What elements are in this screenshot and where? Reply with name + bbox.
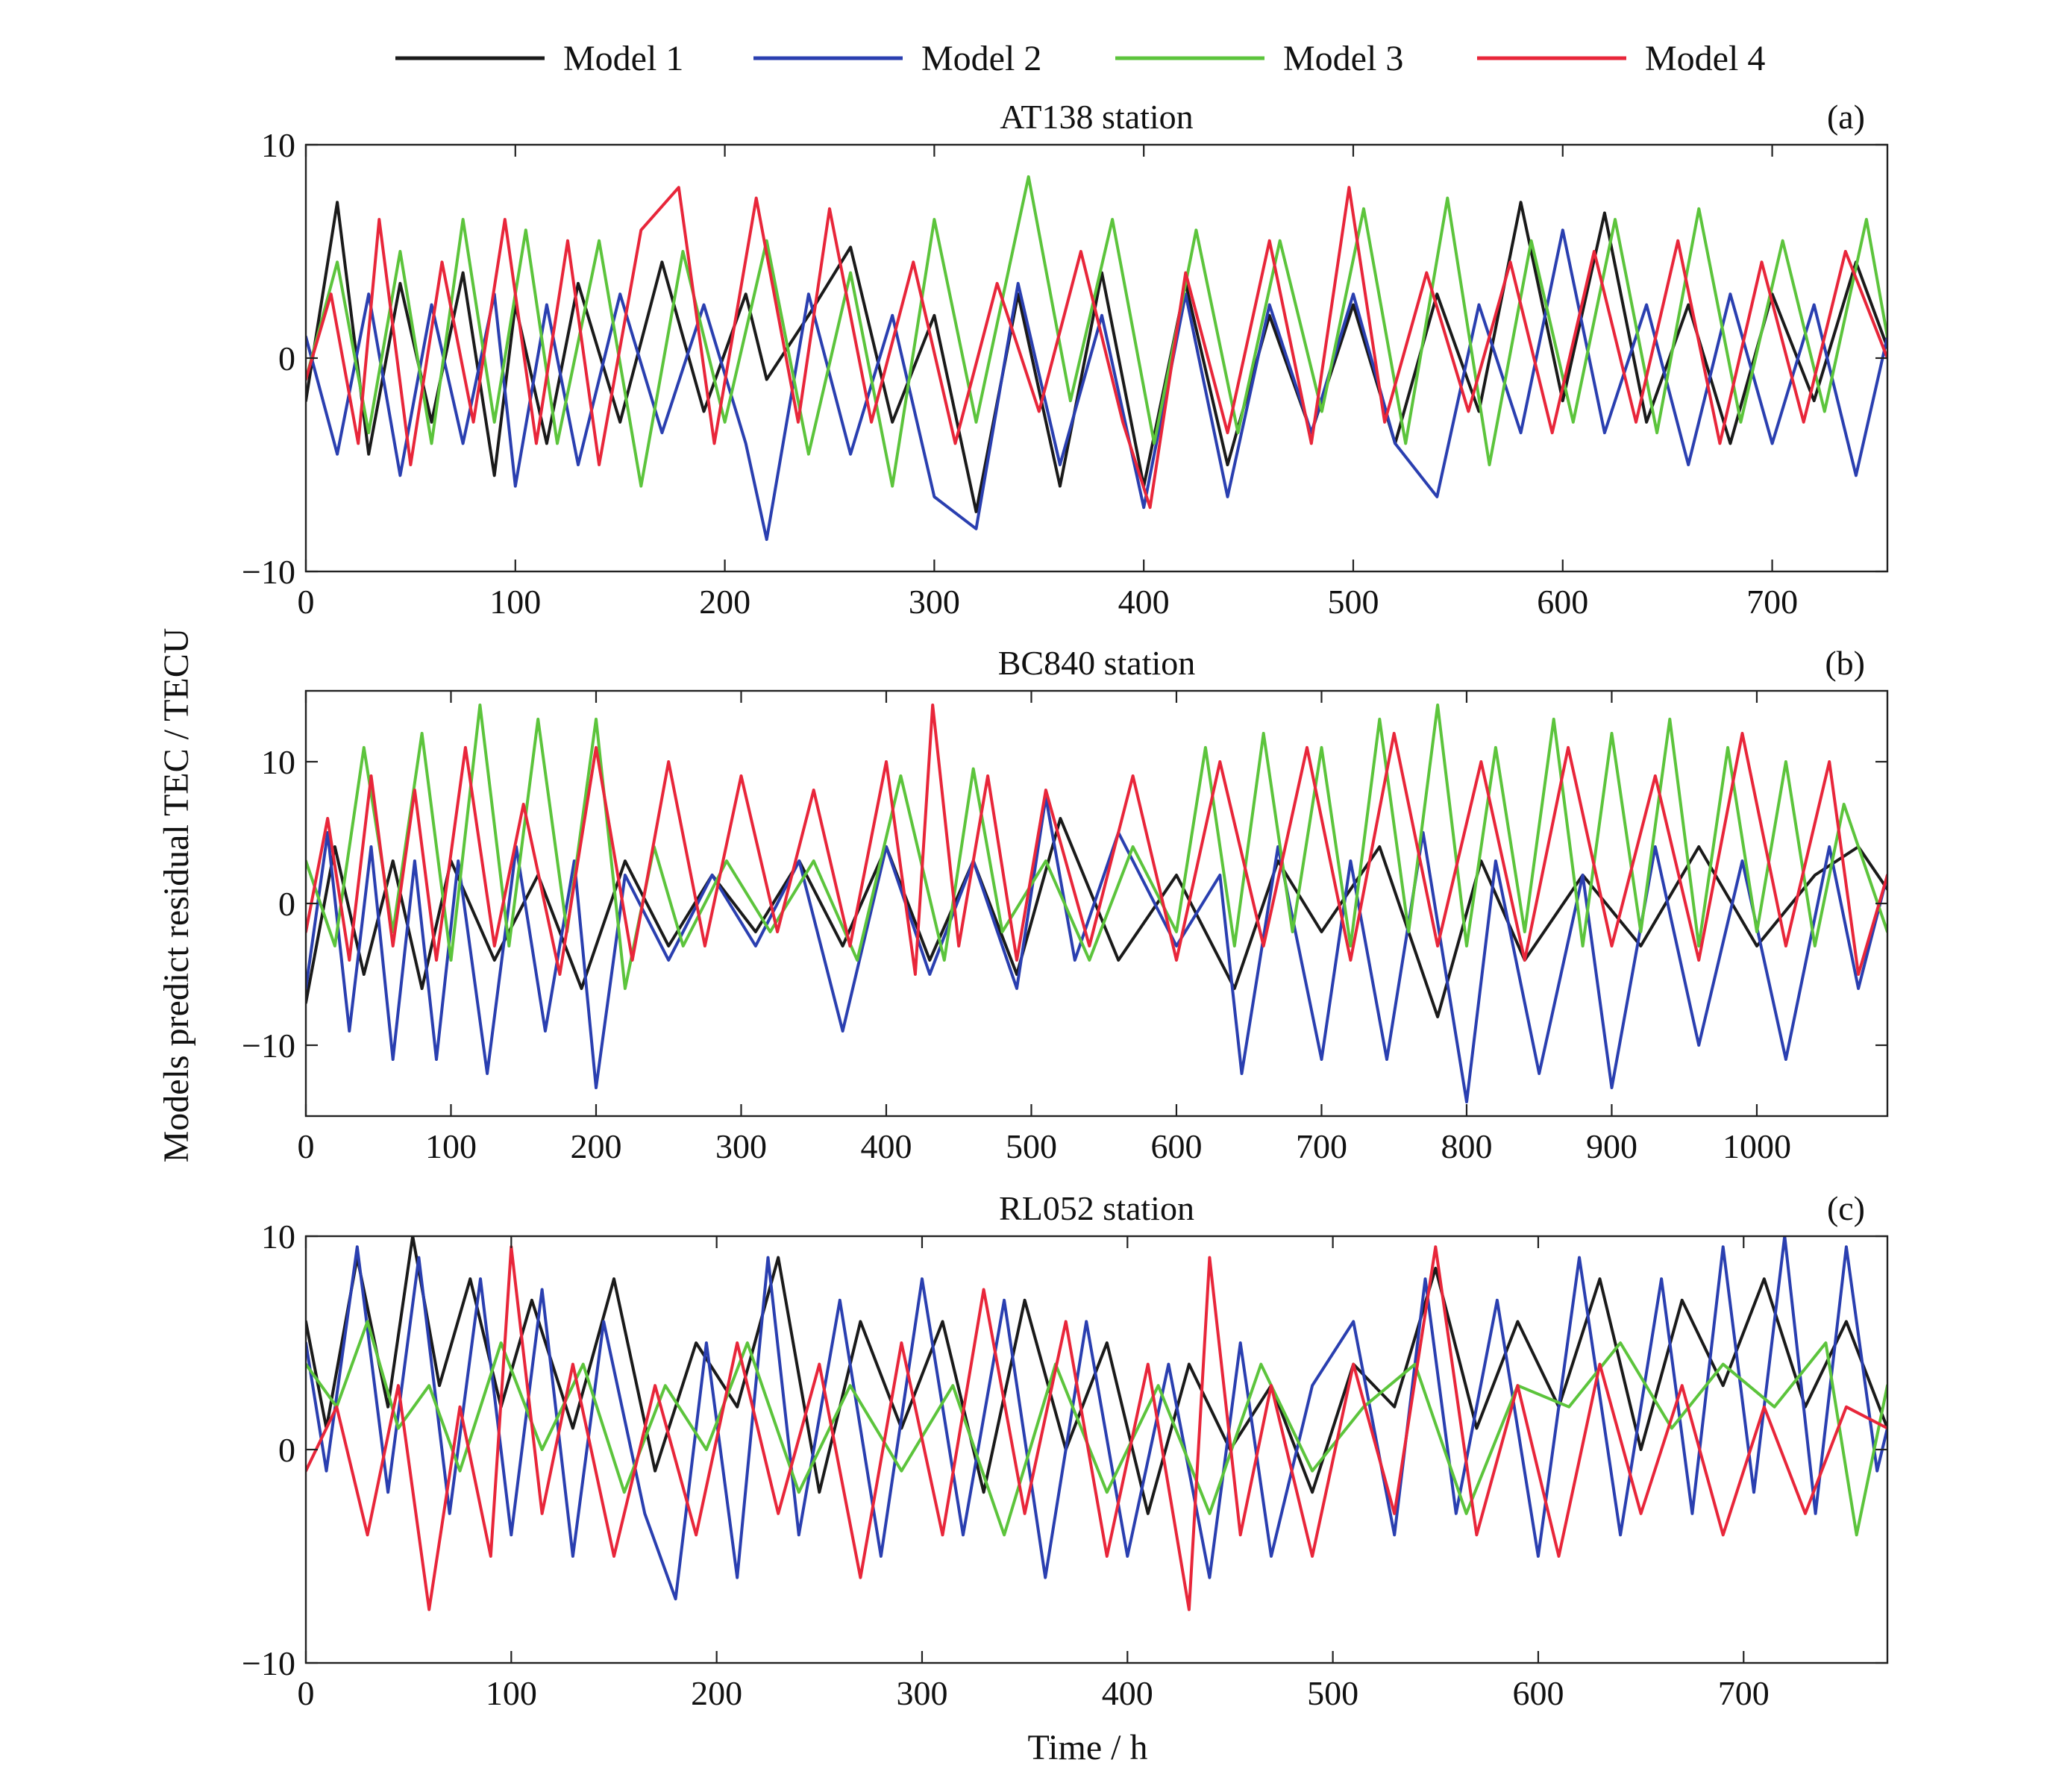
x-tick-label: 0: [298, 583, 315, 621]
x-tick-label: 600: [1512, 1674, 1564, 1712]
legend-item: Model 2: [753, 39, 1041, 78]
y-axis-label: Models predict residual TEC / TECU: [157, 628, 196, 1163]
y-tick-label: 0: [278, 885, 295, 923]
x-tick-label: 200: [570, 1127, 621, 1165]
legend-label: Model 1: [563, 39, 683, 78]
legend-item: Model 1: [395, 39, 683, 78]
x-tick-label: 1000: [1723, 1127, 1791, 1165]
legend-label: Model 3: [1283, 39, 1403, 78]
x-tick-label: 0: [298, 1127, 315, 1165]
x-tick-label: 700: [1718, 1674, 1770, 1712]
x-tick-label: 600: [1150, 1127, 1202, 1165]
panel-label: (a): [1827, 98, 1865, 136]
x-tick-label: 400: [860, 1127, 912, 1165]
x-tick-label: 800: [1441, 1127, 1492, 1165]
chart-panel: 0 100 200 300 400 500 600 700 800 900 1000 −10 0 10 BC…: [242, 644, 1889, 1165]
x-tick-label: 300: [715, 1127, 767, 1165]
y-tick-label: 10: [261, 743, 295, 781]
panel-label: (b): [1825, 644, 1865, 682]
x-tick-label: 100: [425, 1127, 477, 1165]
legend-item: Model 4: [1477, 39, 1765, 78]
x-tick-label: 400: [1118, 583, 1170, 621]
x-tick-label: 700: [1296, 1127, 1347, 1165]
y-tick-label: 0: [278, 339, 295, 377]
x-tick-label: 100: [489, 583, 541, 621]
series-line-model-4: [306, 704, 1887, 976]
x-tick-label: 500: [1307, 1674, 1358, 1712]
y-tick-label: 10: [261, 1218, 295, 1256]
x-tick-label: 300: [909, 583, 960, 621]
y-tick-label: 10: [261, 126, 295, 164]
panel-title: BC840 station: [998, 644, 1196, 682]
x-tick-label: 500: [1327, 583, 1379, 621]
legend-label: Model 2: [921, 39, 1041, 78]
panel-title: AT138 station: [1000, 98, 1193, 136]
y-tick-label: −10: [242, 553, 295, 591]
x-tick-label: 400: [1102, 1674, 1153, 1712]
series-group: [306, 704, 1887, 1103]
y-tick-label: −10: [242, 1644, 295, 1682]
x-tick-label: 700: [1746, 583, 1798, 621]
x-tick-label: 600: [1537, 583, 1588, 621]
series-line-model-1: [306, 201, 1887, 513]
series-line-model-2: [306, 1236, 1887, 1601]
series-group: [306, 1236, 1887, 1611]
series-line-model-2: [306, 228, 1887, 542]
series-line-model-3: [306, 1320, 1887, 1537]
y-tick-label: 0: [278, 1431, 295, 1469]
x-tick-label: 300: [896, 1674, 947, 1712]
x-tick-label: 100: [486, 1674, 537, 1712]
series-group: [306, 175, 1887, 542]
series-line-model-2: [306, 795, 1887, 1103]
legend-label: Model 4: [1645, 39, 1765, 78]
series-line-model-1: [306, 1236, 1887, 1515]
x-tick-label: 900: [1586, 1127, 1637, 1165]
panel-label: (c): [1827, 1189, 1865, 1227]
y-tick-label: −10: [242, 1027, 295, 1065]
x-tick-label: 200: [691, 1674, 742, 1712]
x-tick-label: 500: [1006, 1127, 1057, 1165]
series-line-model-1: [306, 817, 1887, 1018]
legend: Model 1 Model 2 Model 3 Model 4: [395, 39, 1765, 78]
x-axis-label: Time / h: [1028, 1728, 1148, 1767]
legend-item: Model 3: [1115, 39, 1403, 78]
series-line-model-4: [306, 186, 1887, 510]
x-tick-label: 200: [699, 583, 750, 621]
panel-title: RL052 station: [999, 1189, 1194, 1227]
x-tick-label: 0: [298, 1674, 315, 1712]
series-line-model-3: [306, 704, 1887, 990]
